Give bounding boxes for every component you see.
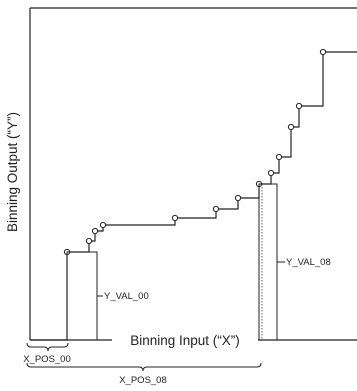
x-pos-00-brace	[26, 342, 69, 352]
step-point	[91, 227, 99, 235]
y-val-00-bar	[66, 251, 98, 341]
binning-curve	[30, 51, 357, 341]
y-axis-title: Binning Output (“Y”)	[5, 112, 20, 232]
step-point	[234, 194, 242, 202]
step-points	[63, 48, 327, 256]
x-pos-08-label: X_POS_08	[119, 375, 167, 386]
step-point	[287, 123, 295, 131]
step-point	[171, 214, 179, 222]
x-axis-title: Binning Input (“X”)	[130, 333, 240, 348]
step-point	[99, 221, 107, 229]
step-point	[212, 205, 220, 213]
x-pos-08-brace	[26, 362, 262, 372]
step-point	[295, 102, 303, 110]
step-point	[85, 237, 93, 245]
step-point	[267, 169, 275, 177]
step-point	[319, 48, 327, 56]
y-val-00-label: Y_VAL_00	[104, 291, 149, 302]
x-pos-00-label: X_POS_00	[23, 354, 71, 365]
step-point	[275, 153, 283, 161]
y-val-08-label: Y_VAL_08	[286, 257, 331, 268]
x-axis-title-backdrop	[128, 333, 242, 348]
